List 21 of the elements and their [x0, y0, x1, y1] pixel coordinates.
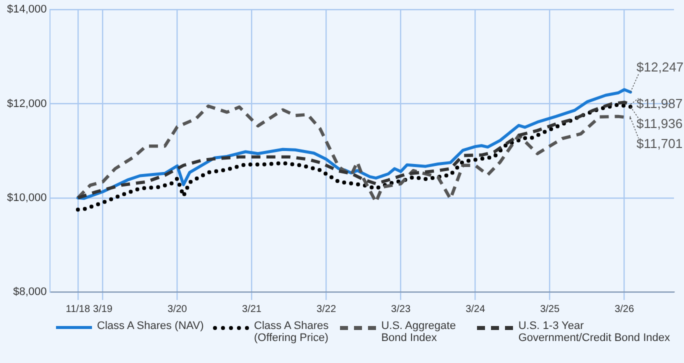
x-tick-label: 11/18 — [66, 304, 90, 315]
y-tick-label: $14,000 — [6, 4, 47, 16]
legend-label: Class A Shares (NAV) — [97, 320, 204, 332]
x-tick-label: 3/25 — [540, 304, 560, 315]
annotation: $12,247 — [636, 60, 684, 75]
annotation: $11,987 — [636, 96, 683, 111]
x-tick-label: 3/21 — [242, 304, 262, 315]
y-tick-label: $10,000 — [6, 192, 47, 204]
x-tick-label: 3/22 — [316, 304, 336, 315]
annotation: $11,936 — [636, 116, 683, 131]
legend-label: U.S. 1-3 Year Government/Credit Bond Index — [518, 320, 671, 344]
x-tick-label: 3/26 — [614, 304, 634, 315]
y-tick-label: $8,000 — [13, 286, 47, 298]
x-tick-label: 3/23 — [391, 304, 411, 315]
x-tick-label: 3/20 — [168, 304, 188, 315]
annotation: $11,701 — [636, 136, 683, 151]
legend-label: U.S. Aggregate Bond Index — [381, 320, 457, 344]
legend-label: Class A Shares (Offering Price) — [254, 320, 330, 344]
x-tick-label: 3/19 — [93, 304, 113, 315]
y-tick-label: $12,000 — [6, 98, 47, 110]
x-tick-label: 3/24 — [466, 304, 486, 315]
